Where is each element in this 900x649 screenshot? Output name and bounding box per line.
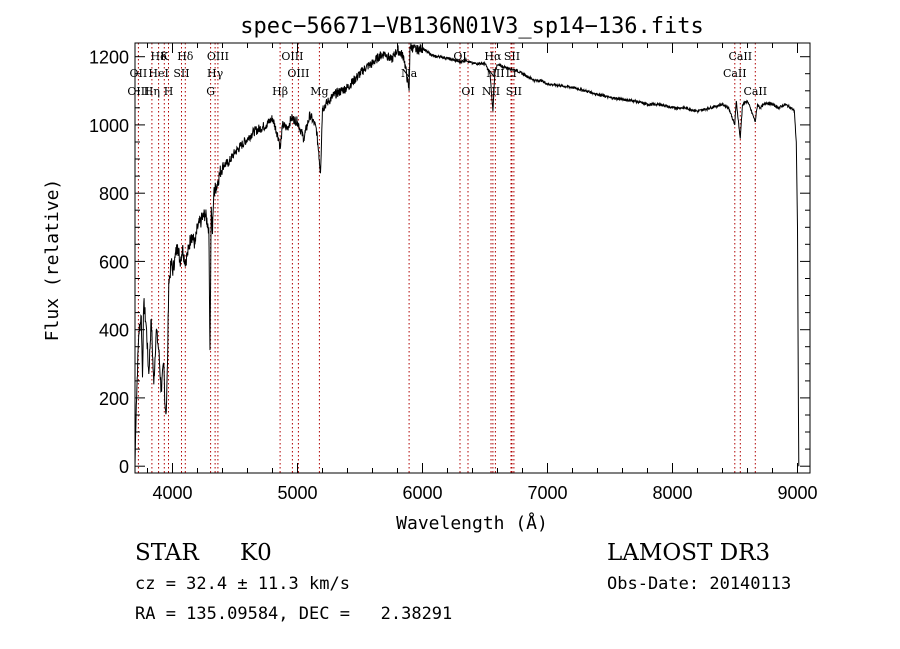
line-label: CaII (728, 50, 752, 63)
redshift-cz: cz = 32.4 ± 11.3 km/s (135, 574, 350, 594)
line-label: Li (506, 67, 517, 80)
x-tick-label: 6000 (402, 483, 442, 503)
line-label: Hγ (207, 67, 224, 80)
x-tick-label: 7000 (527, 483, 567, 503)
x-tick-label: 8000 (652, 483, 692, 503)
line-label: Hβ (272, 85, 288, 98)
line-label: K (160, 50, 169, 63)
line-label: Hη (144, 85, 160, 98)
line-label: SII (506, 85, 522, 98)
ra-dec: RA = 135.09584, DEC = 2.38291 (135, 604, 453, 624)
line-label: Hα (484, 50, 502, 63)
y-tick-label: 600 (99, 252, 129, 272)
line-label: H (164, 85, 174, 98)
x-tick-label: 5000 (277, 483, 317, 503)
observation-date: Obs-Date: 20140113 (607, 574, 792, 594)
line-label: OIII (127, 85, 149, 98)
line-markers (137, 43, 756, 473)
object-class: STAR (135, 540, 199, 566)
y-tick-label: 400 (99, 321, 129, 341)
line-label: OI (461, 85, 474, 98)
y-tick-label: 800 (99, 184, 129, 204)
flux-series-line (134, 43, 800, 467)
y-tick-label: 1200 (89, 48, 129, 68)
y-tick-label: 1000 (89, 116, 129, 136)
x-axis-label: Wavelength (Å) (396, 512, 548, 534)
line-label: HeI (148, 67, 168, 80)
line-label: OIII (207, 50, 229, 63)
line-label: Hδ (177, 50, 194, 63)
y-tick-label: 0 (119, 457, 129, 477)
line-label: CaII (723, 67, 747, 80)
line-label: NII (486, 67, 504, 80)
y-axis-ticks: 0 200 400 600 800 1000 1200 (89, 48, 810, 477)
chart-title: spec−56671−VB136N01V3_sp14−136.fits (240, 14, 704, 39)
x-axis-ticks: 4000 5000 6000 7000 8000 9000 (147, 43, 818, 503)
survey-name: LAMOST DR3 (607, 540, 771, 566)
line-label: Mg (310, 85, 328, 98)
y-tick-label: 200 (99, 389, 129, 409)
line-label: CaII (743, 85, 767, 98)
object-subclass: K0 (240, 540, 272, 566)
x-tick-label: 9000 (777, 483, 817, 503)
x-tick-label: 4000 (152, 483, 192, 503)
line-label: Hδ (150, 50, 167, 63)
y-axis-label: Flux (relative) (42, 179, 63, 342)
line-label: SII (504, 50, 520, 63)
line-label: OIII (281, 50, 303, 63)
line-label: SII (173, 67, 189, 80)
line-label: G (206, 85, 215, 98)
line-label: OIII (287, 67, 309, 80)
